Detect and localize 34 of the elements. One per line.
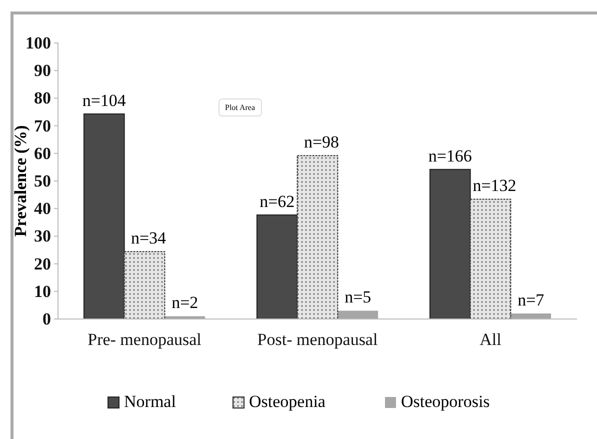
x-tick-label: Post- menopausal (257, 330, 378, 350)
annotation: Plot Area (225, 103, 256, 112)
x-tick-label: All (480, 330, 502, 350)
y-axis-title: Prevalence (%) (11, 125, 30, 237)
y-tick-label: 50 (34, 171, 51, 190)
legend-label: Normal (124, 392, 176, 411)
annotation: n=62 (260, 192, 295, 211)
x-tick-label: Pre- menopausal (88, 330, 202, 350)
annotation: n=132 (472, 176, 516, 196)
y-tick-label: 30 (34, 226, 51, 246)
legend-label: Osteoporosis (401, 392, 490, 411)
y-tick-label: 100 (26, 33, 51, 52)
bar (83, 113, 125, 320)
y-tick-label: 10 (34, 282, 51, 301)
y-tick-label: 80 (34, 88, 51, 108)
y-tick-label: 60 (34, 144, 51, 163)
bar (429, 168, 471, 320)
annotation: n=166 (428, 146, 472, 166)
annotation: n=5 (344, 288, 372, 307)
annotation: n=7 (518, 290, 545, 310)
annotation: n=98 (304, 132, 340, 152)
bar (510, 313, 552, 319)
annotation: n=34 (130, 228, 167, 248)
y-tick-label: 40 (34, 199, 51, 218)
annotation: n=2 (172, 293, 198, 312)
y-tick-label: 20 (34, 254, 51, 274)
legend-label: Osteopenia (249, 392, 326, 411)
y-tick-label: 90 (34, 61, 51, 80)
y-tick-label: 70 (34, 116, 51, 136)
bar (256, 214, 298, 320)
bar (164, 316, 206, 319)
bar (338, 310, 378, 319)
annotation: n=104 (82, 90, 126, 110)
y-tick-label: 0 (42, 309, 51, 328)
